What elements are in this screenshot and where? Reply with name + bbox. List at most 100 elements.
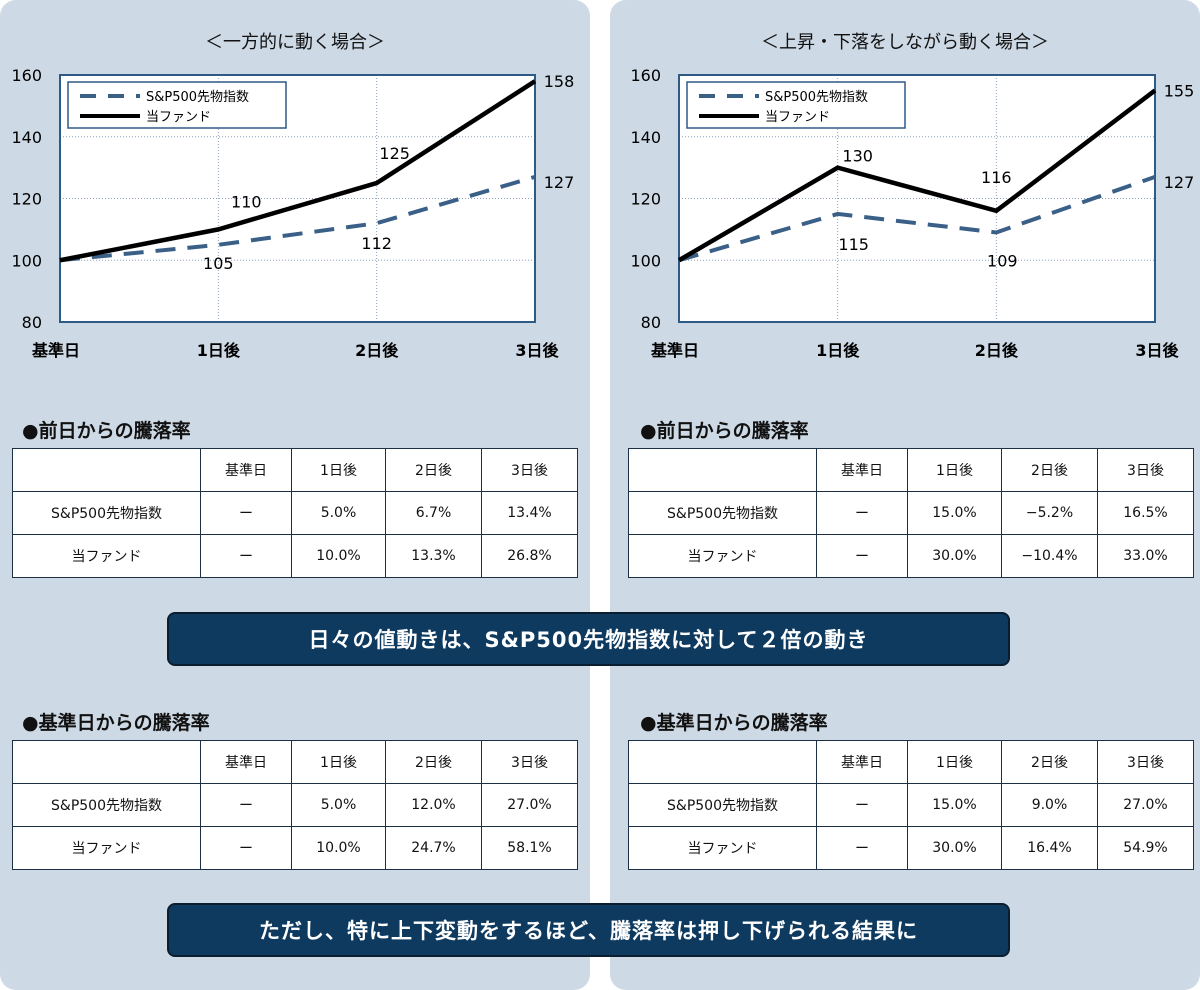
y-tick-label: 160 — [11, 66, 42, 85]
x-tick-label: 1日後 — [816, 341, 860, 360]
plot-border — [59, 74, 536, 323]
table-cell: ー — [200, 534, 292, 578]
column-header: 2日後 — [1001, 448, 1098, 492]
table-cell: 当ファンド — [12, 826, 201, 870]
x-tick-label: 2日後 — [355, 341, 399, 360]
column-header: 2日後 — [385, 740, 482, 784]
table-cell: ー — [816, 491, 908, 535]
table-row: S&P500先物指数ー 15.0% −5.2% 16.5% — [628, 491, 1194, 535]
column-header — [628, 448, 817, 492]
table-row: 当ファンドー 30.0% −10.4% 33.0% — [628, 534, 1194, 578]
data-label: 110 — [231, 192, 262, 211]
table-cell: 13.4% — [481, 491, 578, 535]
table-row: 当ファンドー 10.0% 24.7% 58.1% — [12, 826, 578, 870]
data-label: 109 — [987, 251, 1018, 270]
table-cell: ー — [200, 783, 292, 827]
table-cell: 26.8% — [481, 534, 578, 578]
table-cell: 30.0% — [907, 826, 1002, 870]
table-cell: ー — [816, 826, 908, 870]
table-header-row: 基準日 1日後 2日後 3日後 — [628, 740, 1194, 784]
section-title-daily: ●前日からの騰落率 — [640, 420, 809, 442]
cumulative-change-table: 基準日 1日後 2日後 3日後 S&P500先物指数ー 5.0% 12.0% 27.0% 当ファ… — [12, 740, 578, 870]
line-chart-one-way: 80 100 120 140 160 基準日 1日後 2日後 3日後 105 112 127 110 12… — [11, 66, 575, 360]
table-header-row: 基準日 1日後 2日後 3日後 — [12, 448, 578, 492]
column-header: 3日後 — [1097, 448, 1194, 492]
summary-banner-top: 日々の値動きは、S&P500先物指数に対して２倍の動き — [167, 612, 1010, 666]
y-tick-label: 120 — [11, 190, 42, 209]
x-tick-label: 2日後 — [975, 341, 1019, 360]
data-label: 155 — [1164, 81, 1195, 100]
column-header — [12, 448, 201, 492]
section-title-daily: ●前日からの騰落率 — [22, 420, 191, 442]
section-title-cumulative: ●基準日からの騰落率 — [640, 712, 828, 734]
table-cell: 5.0% — [291, 783, 386, 827]
table-cell: ー — [816, 783, 908, 827]
series-line-sp500 — [59, 174, 536, 263]
table-cell: ー — [816, 534, 908, 578]
summary-banner-bottom: ただし、特に上下変動をするほど、騰落率は押し下げられる結果に — [167, 903, 1010, 957]
x-tick-label: 基準日 — [31, 341, 80, 360]
table-cell: 16.5% — [1097, 491, 1194, 535]
y-tick-label: 140 — [11, 128, 42, 147]
legend-label: S&P500先物指数 — [146, 90, 249, 105]
column-header: 1日後 — [907, 740, 1002, 784]
table-cell: −10.4% — [1001, 534, 1098, 578]
table-cell: ー — [200, 826, 292, 870]
legend-box — [686, 81, 906, 129]
column-header — [12, 740, 201, 784]
left-panel: ＜一方的に動く場合＞ 80 100 120 140 160 基準日 1日後 2日後 3日後 105… — [0, 0, 590, 990]
column-header: 2日後 — [1001, 740, 1098, 784]
y-tick-label: 140 — [630, 128, 661, 147]
table-cell: 15.0% — [907, 783, 1002, 827]
data-label: 130 — [842, 147, 873, 166]
x-tick-label: 3日後 — [515, 341, 559, 360]
y-tick-label: 80 — [641, 313, 661, 332]
table-cell: 54.9% — [1097, 826, 1194, 870]
series-line-sp500 — [678, 174, 1156, 263]
table-cell: 9.0% — [1001, 783, 1098, 827]
data-label: 112 — [361, 234, 392, 253]
legend-label: 当ファンド — [146, 110, 211, 125]
x-tick-label: 1日後 — [197, 341, 241, 360]
y-tick-label: 100 — [630, 251, 661, 270]
table-cell: 10.0% — [291, 534, 386, 578]
data-label: 158 — [544, 72, 575, 91]
column-header: 基準日 — [200, 448, 292, 492]
data-label: 105 — [203, 254, 234, 273]
data-label: 127 — [544, 173, 575, 192]
right-panel: ＜上昇・下落をしながら動く場合＞ 80 100 120 140 160 基準日 1日後 2日後… — [610, 0, 1200, 990]
chart-title: ＜上昇・下落をしながら動く場合＞ — [761, 32, 1049, 53]
y-tick-label: 160 — [630, 66, 661, 85]
column-header: 基準日 — [200, 740, 292, 784]
column-header: 1日後 — [291, 740, 386, 784]
legend-label: S&P500先物指数 — [765, 90, 868, 105]
section-title-cumulative: ●基準日からの騰落率 — [22, 712, 210, 734]
column-header: 基準日 — [816, 448, 908, 492]
table-row: 当ファンドー 30.0% 16.4% 54.9% — [628, 826, 1194, 870]
data-label: 127 — [1164, 173, 1195, 192]
daily-change-table: 基準日 1日後 2日後 3日後 S&P500先物指数ー 5.0% 6.7% 13.4% 当ファン… — [12, 448, 578, 578]
table-cell: 6.7% — [385, 491, 482, 535]
column-header: 2日後 — [385, 448, 482, 492]
table-cell: 15.0% — [907, 491, 1002, 535]
table-cell: 13.3% — [385, 534, 482, 578]
x-tick-label: 3日後 — [1135, 341, 1179, 360]
legend-label: 当ファンド — [765, 110, 830, 125]
column-header: 3日後 — [481, 740, 578, 784]
table-cell: S&P500先物指数 — [12, 491, 201, 535]
table-row: 当ファンドー 10.0% 13.3% 26.8% — [12, 534, 578, 578]
table-cell: S&P500先物指数 — [628, 783, 817, 827]
table-cell: 12.0% — [385, 783, 482, 827]
column-header: 基準日 — [816, 740, 908, 784]
table-cell: 30.0% — [907, 534, 1002, 578]
column-header — [628, 740, 817, 784]
table-cell: ー — [200, 491, 292, 535]
data-label: 125 — [379, 144, 410, 163]
table-row: S&P500先物指数ー 5.0% 12.0% 27.0% — [12, 783, 578, 827]
table-cell: S&P500先物指数 — [12, 783, 201, 827]
table-cell: S&P500先物指数 — [628, 491, 817, 535]
table-row: S&P500先物指数ー 15.0% 9.0% 27.0% — [628, 783, 1194, 827]
y-tick-label: 100 — [11, 251, 42, 270]
series-line-fund — [677, 88, 1157, 263]
column-header: 3日後 — [1097, 740, 1194, 784]
